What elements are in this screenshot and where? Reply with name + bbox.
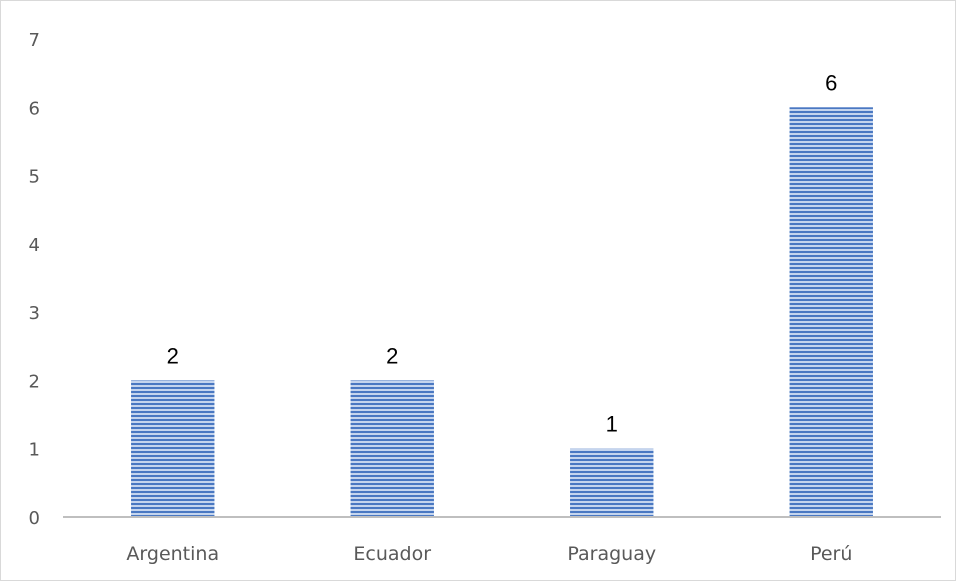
x-category-label: Paraguay <box>567 543 656 565</box>
bar <box>570 448 654 517</box>
bar <box>131 380 215 517</box>
y-tick-label: 2 <box>29 371 40 392</box>
y-tick-label: 6 <box>29 98 40 119</box>
y-axis-ticks: 0 1 2 3 4 5 6 7 <box>29 30 40 529</box>
x-category-label: Ecuador <box>353 543 431 565</box>
y-tick-label: 3 <box>29 303 40 324</box>
y-tick-label: 1 <box>29 440 40 461</box>
y-tick-label: 5 <box>29 167 40 188</box>
data-label: 1 <box>606 412 618 437</box>
y-tick-label: 4 <box>29 235 40 256</box>
x-category-label: Argentina <box>126 543 219 565</box>
bar <box>350 380 434 517</box>
data-label: 2 <box>167 343 179 368</box>
y-tick-label: 7 <box>29 30 40 51</box>
bars <box>131 107 873 518</box>
bar <box>789 107 873 518</box>
category-labels: Argentina Ecuador Paraguay Perú <box>126 543 852 565</box>
data-labels: 2 2 1 6 <box>167 70 838 436</box>
data-label: 6 <box>825 70 837 95</box>
x-category-label: Perú <box>810 543 852 565</box>
y-tick-label: 0 <box>29 508 40 529</box>
data-label: 2 <box>386 343 398 368</box>
